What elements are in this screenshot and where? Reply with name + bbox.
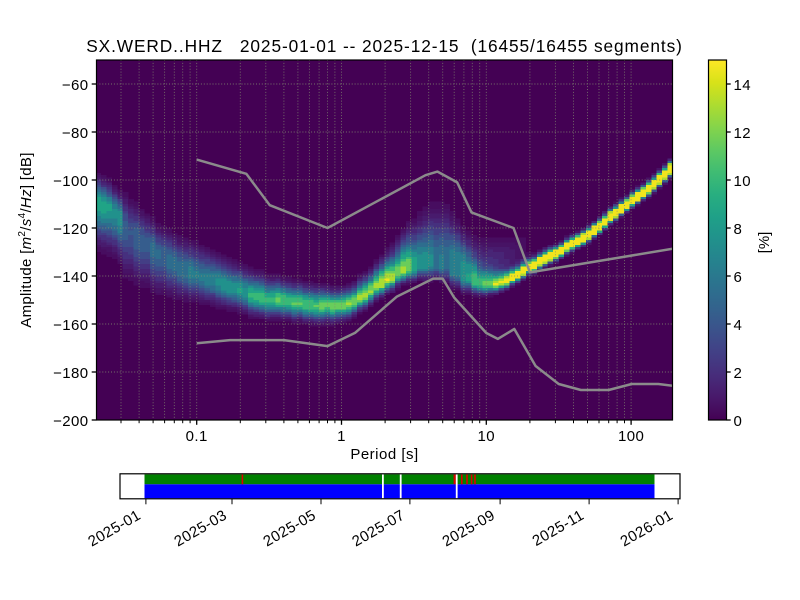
svg-text:10: 10 (734, 173, 752, 190)
svg-text:6: 6 (734, 269, 743, 286)
svg-text:Period [s]: Period [s] (350, 446, 418, 463)
svg-text:2025-07: 2025-07 (349, 507, 408, 551)
svg-text:2025-05: 2025-05 (260, 507, 319, 551)
svg-text:14: 14 (734, 77, 752, 94)
svg-text:4: 4 (734, 317, 743, 334)
svg-text:−120: −120 (53, 221, 88, 238)
svg-text:2025-03: 2025-03 (171, 507, 230, 551)
svg-text:10: 10 (478, 428, 496, 445)
svg-text:2025-09: 2025-09 (439, 507, 498, 551)
svg-text:2025-01: 2025-01 (85, 507, 144, 551)
svg-text:−180: −180 (53, 365, 88, 382)
svg-text:2: 2 (734, 365, 743, 382)
svg-text:1: 1 (337, 428, 346, 445)
svg-text:−140: −140 (53, 269, 88, 286)
svg-text:2025-11: 2025-11 (529, 507, 587, 550)
svg-text:12: 12 (734, 125, 752, 142)
svg-text:0.1: 0.1 (186, 428, 208, 445)
svg-text:−60: −60 (62, 77, 89, 94)
svg-text:−160: −160 (53, 317, 88, 334)
svg-text:2026-01: 2026-01 (617, 507, 676, 551)
svg-text:[%]: [%] (756, 232, 773, 254)
svg-text:−100: −100 (53, 173, 88, 190)
svg-text:8: 8 (734, 221, 743, 238)
svg-text:−80: −80 (62, 125, 89, 142)
svg-text:0: 0 (734, 413, 743, 430)
svg-text:100: 100 (618, 428, 644, 445)
svg-text:−200: −200 (53, 413, 88, 430)
svg-text:Amplitude [m2/s4/Hz] [dB]: Amplitude [m2/s4/Hz] [dB] (17, 152, 35, 327)
svg-text:SX.WERD..HHZ 2025-01-01 -- 2: SX.WERD..HHZ 2025-01-01 -- 2025-12-15 (1… (86, 36, 683, 56)
